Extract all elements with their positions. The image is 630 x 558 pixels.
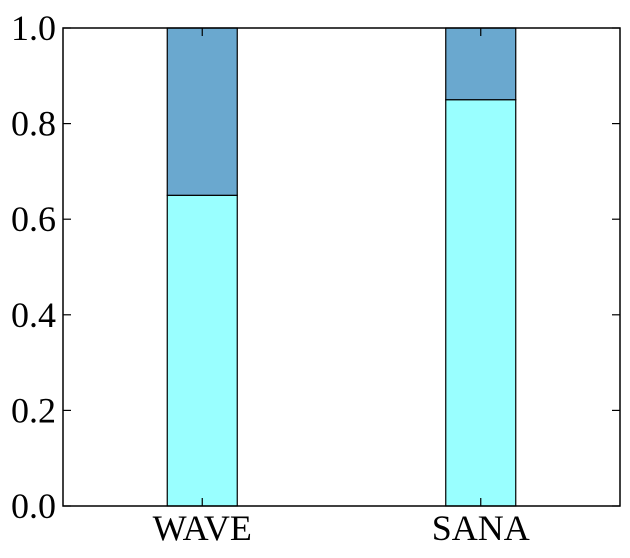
bar-wave-segment-2 (166, 27, 238, 196)
bar-sana-segment-1 (445, 99, 517, 507)
y-tick-label: 0.8 (11, 104, 56, 144)
y-tick-label: 1.0 (11, 8, 56, 48)
y-tick-label: 0.2 (11, 390, 56, 430)
labels-layer: WAVE SANA 0.0 0.2 0.4 0.6 0.8 1.0 (11, 8, 530, 548)
x-tick-label-wave: WAVE (153, 508, 252, 548)
bar-sana-segment-2 (445, 27, 517, 101)
bar-wave-segment-1 (166, 194, 238, 507)
y-tick-label: 0.4 (11, 295, 56, 335)
bars-layer (166, 27, 517, 507)
x-tick-label-sana: SANA (432, 508, 530, 548)
plot-frame (62, 27, 621, 507)
y-tick-label: 0.6 (11, 199, 56, 239)
ticks-layer (63, 27, 620, 507)
y-tick-label: 0.0 (11, 486, 56, 526)
